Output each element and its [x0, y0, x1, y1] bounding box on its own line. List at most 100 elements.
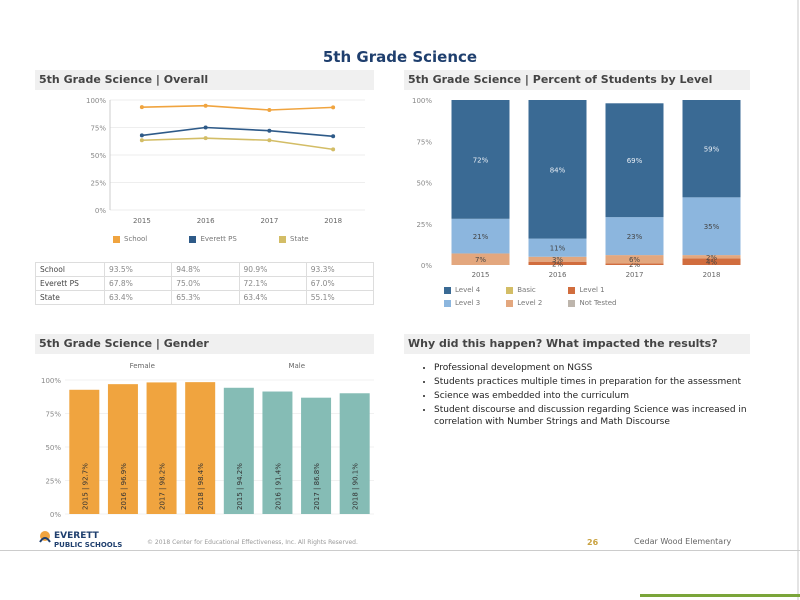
data-point: [203, 136, 208, 141]
data-label: 2%: [552, 260, 563, 268]
x-tick-label: 2018: [324, 217, 342, 225]
data-label: 84%: [550, 166, 566, 174]
levels-stacked-bar-chart: 0%25%50%75%100%7%21%72%20152%3%11%84%201…: [412, 97, 741, 279]
gender-bar-chart: 0% 25% 50% 75% 100% Female 2015 | 92.7% 2016 | …: [41, 362, 374, 519]
bar-segment-level4: [528, 100, 587, 239]
x-tick-label: 2017: [260, 217, 278, 225]
bar-segment-level4: [682, 100, 741, 198]
y-tick-label: 25%: [45, 478, 61, 486]
bar-segment-level2: [451, 253, 510, 265]
levels-header: 5th Grade Science | Percent of Students …: [404, 70, 750, 90]
bar-label: 2018 | 90.1%: [352, 463, 360, 510]
bar-label: 2015 | 94.2%: [236, 463, 244, 510]
overall-legend: School Everett PS State: [113, 235, 309, 243]
overall-table: School 93.5% 94.8% 90.9% 93.3% Everett PS 67.…: [35, 262, 375, 305]
table-row: Everett PS 67.8% 75.0% 72.1% 67.0%: [35, 276, 375, 291]
why-header: Why did this happen? What impacted the r…: [404, 334, 750, 354]
legend-item-level1: Level 1: [568, 284, 628, 297]
group-label: Male: [288, 362, 305, 370]
legend-item-not-tested: Not Tested: [568, 297, 628, 310]
data-label: 2%: [629, 261, 640, 269]
data-point: [203, 103, 208, 108]
list-item: Students practices multiple times in pre…: [434, 376, 754, 388]
data-point: [267, 108, 272, 113]
bar-segment-level1: [682, 258, 741, 265]
logo-line1: EVERETT: [54, 531, 100, 541]
bar: [146, 382, 177, 514]
data-point: [203, 125, 208, 130]
y-tick-label: 75%: [45, 411, 61, 419]
bar: [185, 382, 216, 514]
data-label: 2%: [706, 254, 717, 262]
series-line-state: [141, 137, 334, 151]
bar: [301, 397, 332, 514]
logo-line2: PUBLIC SCHOOLS: [54, 541, 122, 549]
y-tick-label: 100%: [86, 97, 106, 105]
table-row: State 63.4% 65.3% 63.4% 55.1%: [35, 290, 375, 305]
y-tick-label: 0%: [421, 262, 432, 270]
overall-header: 5th Grade Science | Overall: [35, 70, 374, 90]
bar-segment-level1: [605, 263, 664, 265]
legend-item-school: School: [113, 235, 147, 243]
legend-item-level3: Level 3: [444, 297, 504, 310]
data-label: 6%: [629, 256, 640, 264]
data-point: [139, 133, 144, 138]
bar-label: 2015 | 92.7%: [81, 463, 89, 510]
copyright-text: © 2018 Center for Educational Effectiven…: [147, 539, 358, 546]
bar: [339, 393, 370, 514]
data-label: 59%: [704, 146, 720, 154]
legend-item-level4: Level 4: [444, 284, 504, 297]
bar-segment-level3: [451, 218, 510, 254]
y-tick-label: 0%: [95, 207, 106, 215]
group-label: Female: [130, 362, 155, 370]
data-label: 69%: [627, 157, 643, 165]
y-tick-label: 50%: [90, 152, 106, 160]
bar-segment-level3: [682, 197, 741, 256]
data-point: [139, 105, 144, 110]
data-label: 21%: [473, 233, 489, 241]
data-point: [267, 128, 272, 133]
list-item: Professional development on NGSS: [434, 362, 754, 374]
data-point: [139, 138, 144, 143]
y-tick-label: 50%: [45, 444, 61, 452]
bar-segment-level3: [605, 217, 664, 256]
y-tick-label: 50%: [416, 180, 432, 188]
page-edge: [797, 0, 799, 600]
bar-segment-level4: [605, 103, 664, 218]
x-tick-label: 2015: [133, 217, 151, 225]
school-name: Cedar Wood Elementary: [634, 537, 732, 546]
bar-segment-level4: [451, 100, 510, 219]
data-point: [267, 138, 272, 143]
why-bullet-list: Professional development on NGSS Student…: [420, 362, 754, 430]
data-label: 23%: [627, 233, 643, 241]
y-tick-label: 75%: [416, 138, 432, 146]
legend-item-basic: Basic: [506, 284, 566, 297]
x-tick-label: 2016: [549, 271, 567, 279]
bar: [223, 387, 254, 514]
list-item: Science was embedded into the curriculum: [434, 390, 754, 402]
logo-mark-icon: EVERETT PUBLIC SCHOOLS: [39, 531, 122, 549]
table-row: School 93.5% 94.8% 90.9% 93.3%: [35, 262, 375, 277]
legend-item-everett: Everett PS: [189, 235, 237, 243]
gender-header: 5th Grade Science | Gender: [35, 334, 374, 354]
x-tick-label: 2015: [472, 271, 490, 279]
list-item: Student discourse and discussion regardi…: [434, 404, 754, 428]
y-tick-label: 100%: [41, 377, 61, 385]
levels-legend: Level 4 Basic Level 1 Level 3 Level 2 No…: [444, 284, 744, 310]
y-tick-label: 100%: [412, 97, 432, 105]
x-tick-label: 2018: [703, 271, 721, 279]
data-label: 3%: [552, 256, 563, 264]
footer-divider: [0, 550, 800, 551]
data-label: 35%: [704, 223, 720, 231]
data-label: 11%: [550, 245, 566, 253]
bar-label: 2018 | 98.4%: [197, 463, 205, 510]
x-tick-label: 2016: [197, 217, 215, 225]
bar-segment-level2: [605, 255, 664, 264]
data-point: [331, 134, 336, 139]
data-point: [331, 105, 336, 110]
data-label: 72%: [473, 156, 489, 164]
bar: [69, 389, 100, 514]
page-title: 5th Grade Science: [322, 48, 478, 66]
bar-label: 2017 | 86.8%: [313, 463, 321, 510]
data-point: [331, 147, 336, 152]
